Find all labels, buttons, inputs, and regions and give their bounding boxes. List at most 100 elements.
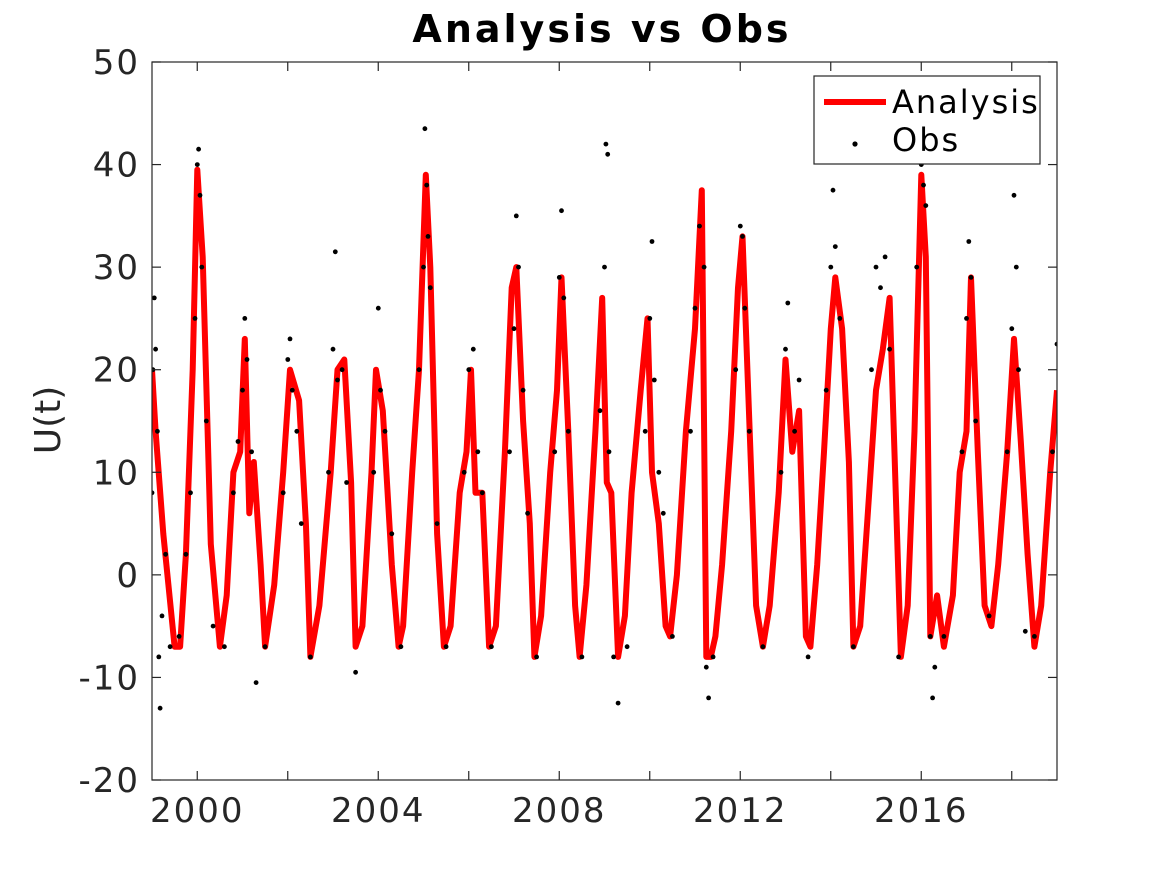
obs-point <box>163 551 169 557</box>
obs-point <box>878 285 883 291</box>
x-tick-label: 2004 <box>331 791 426 831</box>
obs-point <box>249 449 255 455</box>
obs-point <box>552 449 558 455</box>
obs-point <box>828 264 834 270</box>
obs-point <box>371 469 377 475</box>
obs-point <box>152 295 157 301</box>
obs-point <box>353 669 358 675</box>
obs-point <box>157 705 163 711</box>
series-line-analysis <box>152 166 1057 660</box>
obs-point <box>421 264 426 270</box>
obs-point <box>416 367 422 373</box>
obs-point <box>973 418 978 424</box>
y-tick-label: 10 <box>93 453 140 493</box>
obs-point <box>262 644 268 650</box>
obs-point <box>197 192 203 198</box>
obs-point <box>389 531 395 537</box>
obs-point <box>330 346 336 352</box>
axes-box <box>151 61 1058 781</box>
obs-point <box>424 182 430 188</box>
obs-point <box>1013 264 1019 270</box>
obs-point <box>183 551 189 557</box>
legend-box <box>813 75 1041 165</box>
obs-point <box>742 305 748 311</box>
obs-point <box>511 326 517 332</box>
x-tick-label: 2016 <box>874 791 969 831</box>
y-tick-label: -10 <box>78 658 140 698</box>
y-tick-label: 30 <box>93 248 140 288</box>
obs-point <box>986 613 992 619</box>
obs-point <box>516 264 521 270</box>
obs-point <box>647 316 653 321</box>
obs-point <box>1011 192 1017 198</box>
x-tick-label: 2012 <box>693 791 788 831</box>
obs-point <box>602 264 607 270</box>
obs-point <box>378 387 383 393</box>
obs-point <box>579 654 585 660</box>
obs-point <box>470 346 476 352</box>
obs-point <box>914 264 920 270</box>
obs-point <box>332 249 338 255</box>
obs-point <box>289 387 295 393</box>
obs-point <box>253 680 259 685</box>
obs-point <box>203 418 209 424</box>
series-points-obs <box>152 126 1057 711</box>
obs-point <box>489 644 494 650</box>
obs-point <box>235 439 241 444</box>
obs-point <box>382 428 388 434</box>
obs-point <box>930 695 935 701</box>
legend-entry-analysis: Analysis <box>892 83 1040 121</box>
obs-point <box>375 305 381 311</box>
chart-title: Analysis vs Obs <box>412 7 791 51</box>
obs-point <box>196 146 202 152</box>
obs-point <box>434 521 440 526</box>
obs-point <box>479 490 485 496</box>
obs-point <box>959 449 965 455</box>
y-tick-label: 20 <box>93 351 140 391</box>
obs-point <box>1009 326 1015 332</box>
obs-point <box>1016 367 1021 373</box>
obs-point <box>882 254 888 260</box>
obs-point <box>785 300 791 306</box>
obs-point <box>887 346 892 352</box>
obs-point <box>701 264 707 270</box>
obs-point <box>561 295 567 301</box>
obs-point <box>199 264 205 270</box>
obs-point <box>692 305 698 311</box>
obs-point <box>710 654 716 660</box>
obs-point <box>398 644 404 650</box>
obs-point <box>339 367 345 373</box>
obs-point <box>280 490 286 496</box>
obs-point <box>783 346 788 352</box>
obs-point <box>927 634 933 639</box>
obs-point <box>651 377 657 383</box>
legend-obs-swatch <box>852 141 858 147</box>
obs-point <box>240 387 245 393</box>
obs-point <box>642 428 648 434</box>
obs-point <box>796 377 802 383</box>
obs-point <box>660 510 666 516</box>
obs-point <box>605 151 611 157</box>
obs-point <box>466 367 472 373</box>
obs-point <box>475 449 481 455</box>
obs-point <box>873 264 879 270</box>
obs-point <box>968 275 974 280</box>
obs-point <box>461 469 467 475</box>
obs-point <box>941 634 947 639</box>
y-tick-label: 0 <box>116 556 140 596</box>
obs-point <box>760 644 766 650</box>
obs-point <box>688 428 693 434</box>
obs-point <box>443 644 449 650</box>
obs-point <box>792 428 797 434</box>
y-tick-label: -20 <box>78 761 140 801</box>
obs-point <box>823 387 829 393</box>
obs-point <box>194 162 200 168</box>
obs-point <box>837 316 843 321</box>
obs-point <box>851 644 856 650</box>
x-tick-label: 2000 <box>150 791 245 831</box>
obs-point <box>624 644 630 650</box>
obs-point <box>656 469 662 475</box>
obs-point <box>746 428 752 434</box>
obs-point <box>326 469 331 475</box>
